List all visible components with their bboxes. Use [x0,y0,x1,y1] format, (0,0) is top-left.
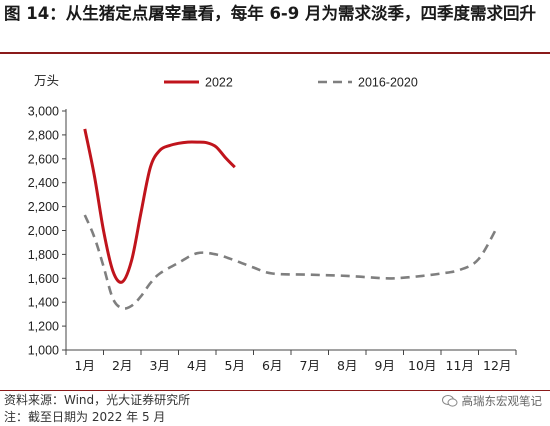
watermark: 高瑞东宏观笔记 [441,393,543,409]
x-tick-label: 7月 [300,358,320,373]
date-note: 注：截至日期为 2022 年 5 月 [4,410,166,424]
series-lines [83,128,499,310]
wechat-icon [441,395,457,407]
y-tick-label: 1,400 [28,296,59,310]
source-note: 资料来源：Wind，光大证券研究所 [4,393,191,407]
x-tick-label: 12月 [483,358,511,373]
y-unit-label: 万头 [34,73,59,88]
watermark-text: 高瑞东宏观笔记 [461,394,543,408]
x-tick-label: 3月 [150,358,170,373]
y-tick-label: 2,800 [28,128,59,142]
y-tick-label: 2,400 [28,176,59,190]
title-divider [0,52,550,54]
y-tick-label: 2,000 [28,224,59,238]
x-tick-label: 10月 [408,358,436,373]
legend-label-2016-2020: 2016-2020 [358,76,418,90]
line-chart: 万头 1,000 1,200 1,400 1,600 1,800 2,000 2,200 2,4… [28,73,517,373]
y-tick-label: 2,200 [28,200,59,214]
x-tick-label: 6月 [262,358,282,373]
chart-title: 图 14：从生猪定点屠宰量看，每年 6-9 月为需求淡季，四季度需求回升 [4,4,537,23]
legend: 2022 2016-2020 [164,76,418,90]
y-tick-label: 1,800 [28,248,59,262]
axes: 万头 1,000 1,200 1,400 1,600 1,800 2,000 2,200 2,4… [28,73,517,373]
x-tick-label: 4月 [187,358,207,373]
y-tick-label: 1,600 [28,272,59,286]
x-tick-label: 11月 [446,358,474,373]
x-tick-label: 5月 [225,358,245,373]
x-tick-label: 2月 [112,358,132,373]
y-tick-label: 2,600 [28,152,59,166]
series-line-2016-2020 [83,214,499,310]
series-line-2022 [83,128,236,284]
footer-divider [0,390,550,391]
x-tick-label: 9月 [375,358,395,373]
x-tick-label: 8月 [337,358,357,373]
y-tick-label: 3,000 [28,105,59,119]
legend-label-2022: 2022 [205,76,233,90]
y-tick-label: 1,000 [28,344,59,358]
y-tick-label: 1,200 [28,320,59,334]
x-tick-label: 1月 [75,358,95,373]
